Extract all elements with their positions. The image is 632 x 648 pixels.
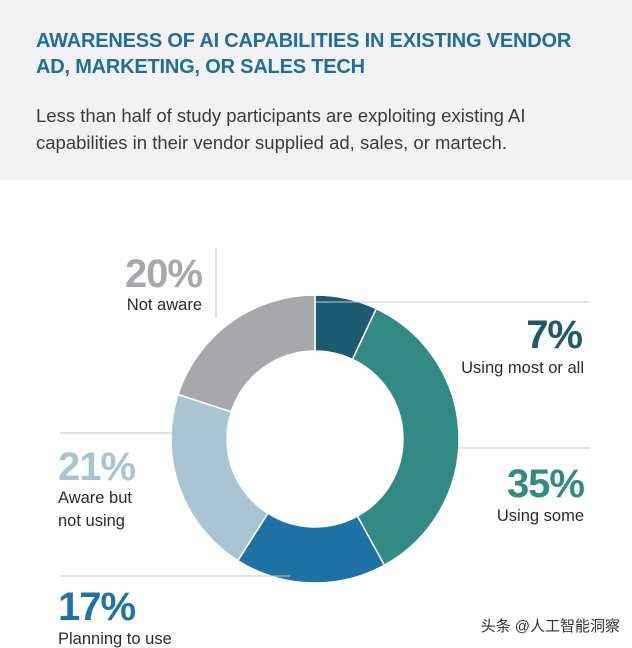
leader-lines bbox=[60, 248, 590, 577]
chart-title: AWARENESS OF AI CAPABILITIES IN EXISTING… bbox=[36, 30, 572, 78]
header-panel: AWARENESS OF AI CAPABILITIES IN EXISTING… bbox=[0, 0, 632, 180]
pct-label-using-most: 7% bbox=[526, 313, 582, 357]
pct-label-aware-not-using: 21% bbox=[58, 445, 135, 489]
donut-slice-aware-but-not-using bbox=[170, 393, 269, 562]
pct-label-using-some: 35% bbox=[507, 462, 584, 506]
label-planning: Planning to use bbox=[58, 630, 172, 648]
label-aware-not-using-line2: not using bbox=[58, 512, 125, 530]
label-using-some: Using some bbox=[497, 507, 584, 525]
donut-slices bbox=[170, 294, 460, 584]
label-using-most: Using most or all bbox=[461, 359, 584, 377]
donut-slice-using-some bbox=[351, 307, 460, 567]
watermark-text: 头条 @人工智能洞察 bbox=[480, 618, 620, 635]
pct-label-not-aware: 20% bbox=[125, 252, 202, 296]
donut-slice-not-aware bbox=[177, 294, 316, 413]
label-aware-not-using: Aware but not using bbox=[58, 489, 137, 530]
pct-label-planning: 17% bbox=[58, 585, 135, 629]
chart-subtitle: Less than half of study participants are… bbox=[36, 105, 526, 153]
label-not-aware: Not aware bbox=[127, 296, 202, 314]
label-aware-not-using-line1: Aware but bbox=[58, 489, 132, 507]
